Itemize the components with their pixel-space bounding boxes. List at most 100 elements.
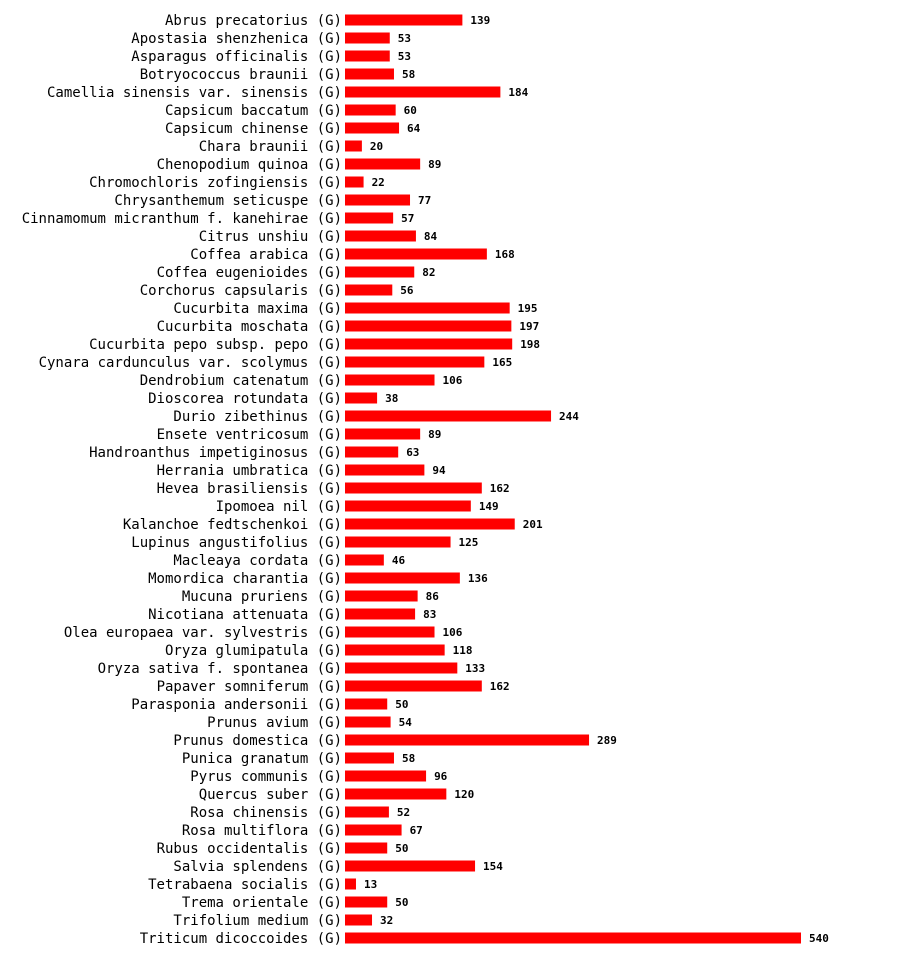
category-label: Trema orientale (G) bbox=[182, 895, 342, 911]
bar bbox=[345, 212, 394, 224]
category-label: Quercus suber (G) bbox=[199, 787, 342, 803]
value-label: 154 bbox=[483, 860, 503, 873]
bar bbox=[345, 104, 396, 116]
bar bbox=[345, 392, 378, 404]
value-label: 86 bbox=[426, 590, 440, 603]
value-label: 13 bbox=[364, 878, 377, 891]
value-label: 125 bbox=[459, 536, 479, 549]
bar bbox=[345, 554, 384, 566]
category-label: Macleaya cordata (G) bbox=[173, 553, 342, 569]
category-label: Hevea brasiliensis (G) bbox=[157, 481, 342, 497]
value-label: 64 bbox=[407, 122, 421, 135]
category-label: Triticum dicoccoides (G) bbox=[140, 931, 342, 947]
value-label: 53 bbox=[398, 50, 411, 63]
bar bbox=[345, 806, 389, 818]
category-label: Dioscorea rotundata (G) bbox=[148, 391, 342, 407]
bar bbox=[345, 626, 435, 638]
bar bbox=[345, 122, 400, 134]
value-labels: 139 53 53 58 184 60 64 20 89 22 77 57 84 168 82 56 195 19… bbox=[364, 14, 829, 945]
bar bbox=[345, 608, 416, 620]
bar bbox=[345, 752, 394, 764]
category-label: Chara braunii (G) bbox=[199, 139, 342, 155]
category-label: Kalanchoe fedtschenkoi (G) bbox=[123, 517, 342, 533]
bar bbox=[345, 860, 476, 872]
bar bbox=[345, 536, 451, 548]
bar bbox=[345, 320, 512, 332]
value-label: 289 bbox=[597, 734, 617, 747]
bar bbox=[345, 878, 356, 890]
bar bbox=[345, 590, 418, 602]
value-label: 139 bbox=[470, 14, 490, 27]
bar bbox=[345, 230, 416, 242]
value-label: 165 bbox=[492, 356, 512, 369]
value-label: 201 bbox=[523, 518, 543, 531]
bar bbox=[345, 140, 362, 152]
bar bbox=[345, 158, 421, 170]
bar bbox=[345, 302, 510, 314]
value-label: 197 bbox=[519, 320, 539, 333]
category-label: Olea europaea var. sylvestris (G) bbox=[64, 625, 342, 641]
category-labels: Abrus precatorius (G) Apostasia shenzheni… bbox=[22, 13, 342, 947]
value-label: 50 bbox=[395, 842, 408, 855]
bar bbox=[345, 482, 482, 494]
bar bbox=[345, 194, 411, 206]
bar bbox=[345, 68, 394, 80]
value-label: 58 bbox=[402, 68, 415, 81]
category-label: Pyrus communis (G) bbox=[190, 769, 342, 785]
value-label: 57 bbox=[401, 212, 414, 225]
category-label: Herrania umbratica (G) bbox=[157, 463, 342, 479]
category-label: Mucuna pruriens (G) bbox=[182, 589, 342, 605]
category-label: Chenopodium quinoa (G) bbox=[157, 157, 342, 173]
value-label: 53 bbox=[398, 32, 411, 45]
bar bbox=[345, 842, 388, 854]
value-label: 94 bbox=[432, 464, 446, 477]
bar bbox=[345, 680, 482, 692]
bar bbox=[345, 428, 421, 440]
bars bbox=[345, 14, 801, 944]
bar bbox=[345, 518, 515, 530]
category-label: Rosa multiflora (G) bbox=[182, 823, 342, 839]
bar bbox=[345, 734, 590, 746]
category-label: Coffea arabica (G) bbox=[190, 247, 342, 263]
bar bbox=[345, 932, 801, 944]
value-label: 56 bbox=[400, 284, 414, 297]
value-label: 118 bbox=[453, 644, 473, 657]
bar bbox=[345, 32, 390, 44]
value-label: 136 bbox=[468, 572, 488, 585]
bar bbox=[345, 338, 513, 350]
bar bbox=[345, 698, 388, 710]
value-label: 149 bbox=[479, 500, 499, 513]
category-label: Parasponia andersonii (G) bbox=[131, 697, 342, 713]
bar bbox=[345, 14, 463, 26]
bar bbox=[345, 572, 460, 584]
category-label: Durio zibethinus (G) bbox=[173, 409, 342, 425]
value-label: 54 bbox=[399, 716, 413, 729]
category-label: Rubus occidentalis (G) bbox=[157, 841, 342, 857]
value-label: 198 bbox=[520, 338, 540, 351]
category-label: Camellia sinensis var. sinensis (G) bbox=[47, 85, 342, 101]
value-label: 106 bbox=[443, 626, 463, 639]
bar bbox=[345, 644, 445, 656]
category-label: Apostasia shenzhenica (G) bbox=[131, 31, 342, 47]
category-label: Momordica charantia (G) bbox=[148, 571, 342, 587]
category-label: Punica granatum (G) bbox=[182, 751, 342, 767]
value-label: 67 bbox=[410, 824, 423, 837]
value-label: 184 bbox=[508, 86, 528, 99]
value-label: 162 bbox=[490, 482, 510, 495]
bar bbox=[345, 770, 427, 782]
category-label: Oryza sativa f. spontanea (G) bbox=[98, 661, 342, 677]
category-label: Ipomoea nil (G) bbox=[216, 499, 342, 515]
category-label: Cucurbita pepo subsp. pepo (G) bbox=[89, 337, 342, 353]
value-label: 120 bbox=[454, 788, 474, 801]
bar bbox=[345, 248, 487, 260]
value-label: 50 bbox=[395, 896, 408, 909]
value-label: 195 bbox=[518, 302, 538, 315]
value-label: 58 bbox=[402, 752, 415, 765]
bar bbox=[345, 914, 373, 926]
bar bbox=[345, 356, 485, 368]
category-label: Capsicum baccatum (G) bbox=[165, 103, 342, 119]
category-label: Dendrobium catenatum (G) bbox=[140, 373, 342, 389]
value-label: 20 bbox=[370, 140, 383, 153]
value-label: 38 bbox=[385, 392, 398, 405]
